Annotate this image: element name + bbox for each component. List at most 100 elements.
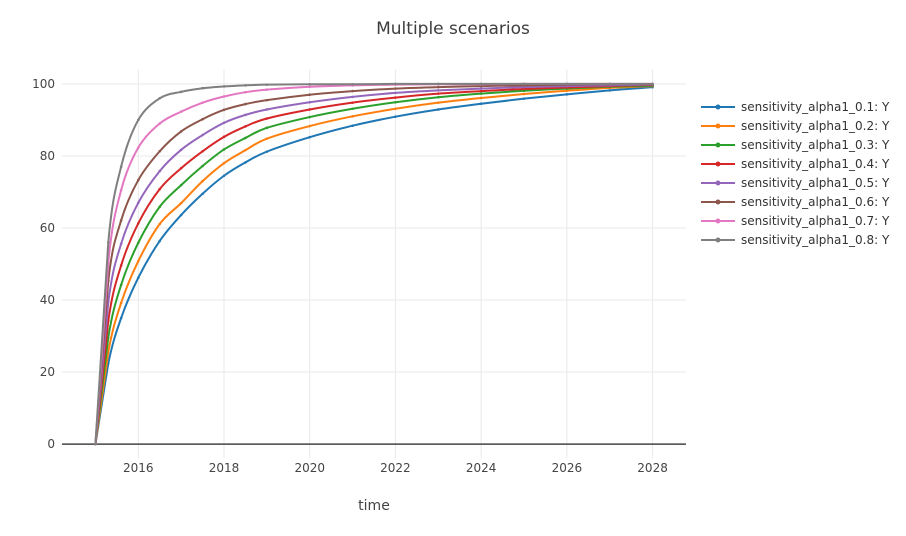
x-tick-label: 2022 xyxy=(380,461,411,475)
legend-label: sensitivity_alpha1_0.7: Y xyxy=(741,213,890,228)
series-marker xyxy=(522,87,526,91)
series-marker xyxy=(651,82,654,86)
series-marker xyxy=(179,166,183,170)
legend-swatch xyxy=(701,180,735,185)
legend-item-sensitivity_alpha1_0.5[interactable]: sensitivity_alpha1_0.5: Y xyxy=(700,173,889,192)
series-marker xyxy=(158,169,162,173)
x-tick-label: 2018 xyxy=(209,461,240,475)
x-tick-label: 2028 xyxy=(637,461,668,475)
series-marker xyxy=(265,98,269,102)
legend-marker-icon xyxy=(715,218,721,223)
series-marker xyxy=(244,148,247,152)
series-marker xyxy=(158,122,162,125)
series-marker xyxy=(201,133,204,137)
legend-item-sensitivity_alpha1_0.4[interactable]: sensitivity_alpha1_0.4: Y xyxy=(700,154,889,173)
series-marker xyxy=(244,136,247,140)
series-marker xyxy=(179,90,183,94)
series-marker xyxy=(436,82,440,86)
series-marker xyxy=(394,91,397,95)
series-marker xyxy=(522,97,526,100)
series-marker xyxy=(436,92,440,95)
series-marker xyxy=(436,95,440,99)
legend-item-sensitivity_alpha1_0.8[interactable]: sensitivity_alpha1_0.8: Y xyxy=(700,230,889,249)
series-marker xyxy=(136,241,140,245)
legend: sensitivity_alpha1_0.1: Y sensitivity_alp… xyxy=(700,97,889,249)
series-marker xyxy=(308,85,312,89)
series-marker xyxy=(94,442,97,446)
legend-swatch xyxy=(701,199,735,204)
series-marker xyxy=(351,115,354,118)
x-axis-title: time xyxy=(358,498,390,514)
series-marker xyxy=(394,82,397,86)
legend-item-sensitivity_alpha1_0.6[interactable]: sensitivity_alpha1_0.6: Y xyxy=(700,192,889,211)
series-marker xyxy=(136,178,140,182)
y-tick-label: 40 xyxy=(40,293,55,307)
legend-label: sensitivity_alpha1_0.4: Y xyxy=(741,156,890,171)
series-marker xyxy=(608,82,612,86)
series-marker xyxy=(351,101,354,104)
series-marker xyxy=(265,126,269,130)
series-marker xyxy=(201,179,204,183)
series-marker xyxy=(158,187,162,191)
series-line-sensitivity_alpha1_0.5 xyxy=(94,83,653,445)
x-tick-label: 2024 xyxy=(466,461,497,475)
series-marker xyxy=(222,148,226,151)
legend-swatch xyxy=(701,161,735,166)
series-marker xyxy=(436,108,440,111)
series-line-sensitivity_alpha1_0.4 xyxy=(94,83,653,445)
series-marker xyxy=(201,164,204,168)
chart-title: Multiple scenarios xyxy=(376,19,530,39)
legend-item-sensitivity_alpha1_0.2[interactable]: sensitivity_alpha1_0.2: Y xyxy=(700,116,889,135)
series-marker xyxy=(479,87,483,90)
legend-item-sensitivity_alpha1_0.7[interactable]: sensitivity_alpha1_0.7: Y xyxy=(700,211,889,230)
series-marker xyxy=(136,222,140,225)
x-tick-label: 2026 xyxy=(552,461,583,475)
series-marker xyxy=(394,100,397,104)
series-marker xyxy=(136,146,140,149)
series-marker xyxy=(265,117,269,120)
x-tick-label: 2020 xyxy=(294,461,325,475)
x-tick-label: 2016 xyxy=(123,461,154,475)
series-marker xyxy=(222,161,226,165)
series-marker xyxy=(394,115,397,118)
legend-label: sensitivity_alpha1_0.2: Y xyxy=(741,118,890,133)
series-marker xyxy=(136,276,140,279)
series-line-sensitivity_alpha1_0.8 xyxy=(94,82,653,445)
legend-marker-icon xyxy=(715,180,721,185)
series-marker xyxy=(158,222,162,226)
series-marker xyxy=(106,241,110,244)
series-line-sensitivity_alpha1_0.7 xyxy=(94,82,653,445)
series-marker xyxy=(222,85,226,88)
series-marker xyxy=(179,148,183,152)
legend-marker-icon xyxy=(715,104,721,109)
series-marker xyxy=(479,92,483,95)
legend-marker-icon xyxy=(715,142,721,147)
series-marker xyxy=(436,89,440,92)
series-marker xyxy=(308,115,312,119)
series-marker xyxy=(351,82,354,86)
series-marker xyxy=(308,135,312,139)
series-marker xyxy=(244,161,247,164)
series-marker xyxy=(119,283,123,287)
series-marker xyxy=(565,89,569,93)
series-marker xyxy=(136,118,140,122)
series-marker xyxy=(522,92,526,96)
legend-item-sensitivity_alpha1_0.3[interactable]: sensitivity_alpha1_0.3: Y xyxy=(700,135,889,154)
series-marker xyxy=(106,350,110,354)
legend-label: sensitivity_alpha1_0.8: Y xyxy=(741,232,890,247)
series-marker xyxy=(394,87,397,90)
series-marker xyxy=(119,242,123,246)
legend-item-sensitivity_alpha1_0.1[interactable]: sensitivity_alpha1_0.1: Y xyxy=(700,97,889,116)
series-line-sensitivity_alpha1_0.2 xyxy=(94,85,653,445)
series-marker xyxy=(308,108,312,111)
series-marker xyxy=(436,101,440,104)
series-marker xyxy=(265,108,269,111)
series-line-sensitivity_alpha1_0.6 xyxy=(94,83,653,445)
legend-label: sensitivity_alpha1_0.6: Y xyxy=(741,194,890,209)
series-marker xyxy=(222,108,226,112)
series-line-sensitivity_alpha1_0.3 xyxy=(94,84,653,445)
series-marker xyxy=(119,316,123,320)
y-tick-label: 0 xyxy=(47,437,55,451)
legend-label: sensitivity_alpha1_0.1: Y xyxy=(741,99,890,114)
